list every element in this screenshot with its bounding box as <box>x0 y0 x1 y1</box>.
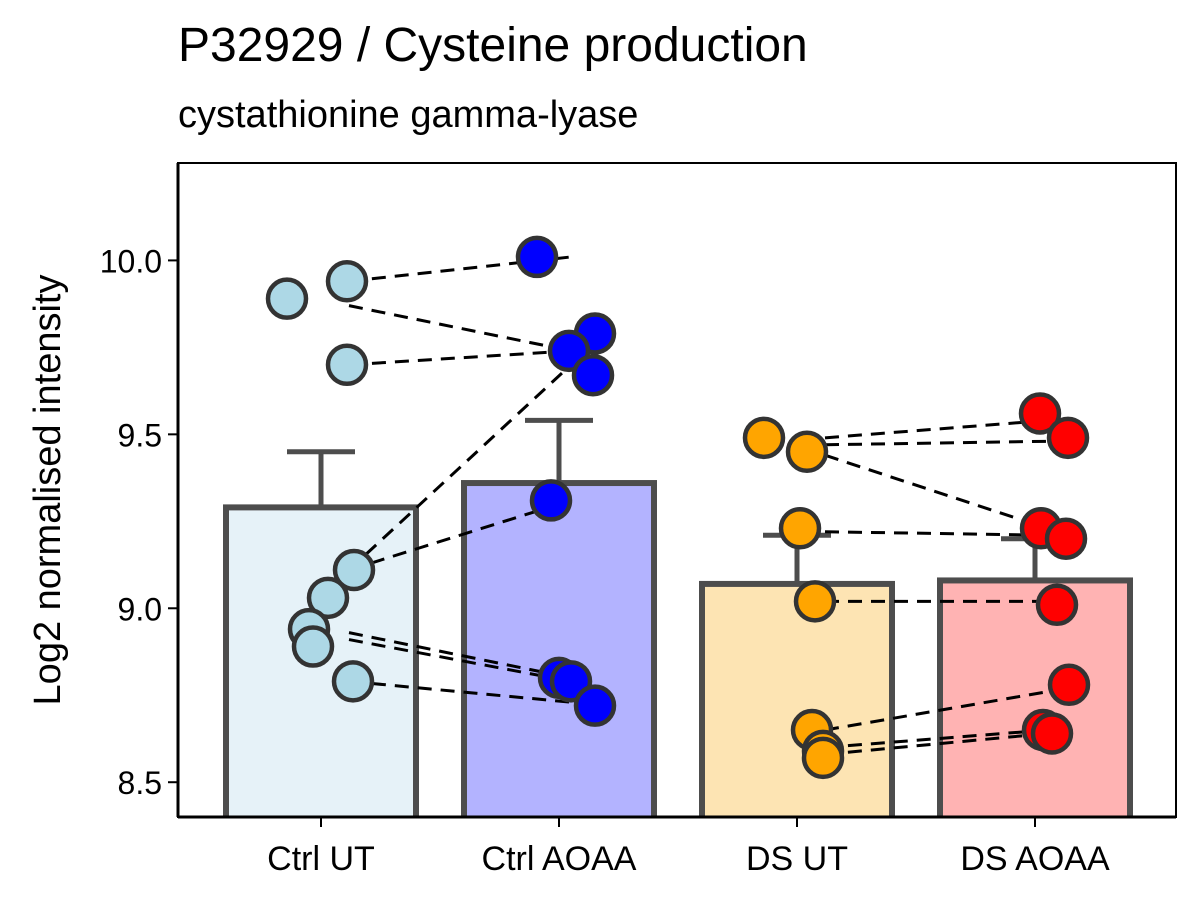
pair-line <box>348 349 572 367</box>
y-tick-label: 9.5 <box>118 417 162 453</box>
bar <box>937 577 1133 831</box>
data-point <box>1046 416 1090 460</box>
pair-line <box>824 418 1048 440</box>
pair-line <box>824 690 1048 732</box>
x-tick-label: Ctrl AOAA <box>482 840 637 878</box>
pair-line <box>824 530 1048 537</box>
y-tick-label: 9.0 <box>118 591 162 627</box>
axis-mask <box>176 818 1180 834</box>
data-point <box>325 343 369 387</box>
pair-line <box>824 439 1048 447</box>
data-point <box>785 430 829 473</box>
data-point <box>529 479 573 522</box>
data-point <box>1030 712 1074 755</box>
data-point <box>332 548 376 592</box>
bar <box>461 480 657 830</box>
pair-line <box>347 363 573 572</box>
chart-subtitle: cystathionine gamma-lyase <box>178 94 639 136</box>
x-tick-label: DS UT <box>746 840 848 878</box>
data-point <box>1044 517 1088 560</box>
data-point <box>571 353 615 397</box>
pair-line <box>348 631 572 680</box>
pair-line <box>824 732 1048 756</box>
bar <box>699 580 895 830</box>
data-point <box>793 580 837 623</box>
data-point <box>573 684 617 727</box>
data-point <box>291 625 335 668</box>
data-point <box>742 416 786 460</box>
y-tick-label: 10.0 <box>100 243 162 279</box>
data-point <box>1047 663 1091 707</box>
pair-line <box>348 679 572 704</box>
y-axis-label: Log2 normalised intensity <box>27 275 69 706</box>
pair-line <box>348 638 572 683</box>
data-point <box>1035 583 1079 627</box>
y-tick-label: 8.5 <box>118 765 162 801</box>
x-tick-label: Ctrl UT <box>267 840 375 878</box>
pair-line <box>824 728 1048 749</box>
data-point <box>1018 392 1062 435</box>
bar <box>223 504 419 830</box>
data-point <box>325 260 369 303</box>
data-point <box>265 277 309 320</box>
chart-title: P32929 / Cysteine production <box>178 19 808 72</box>
data-point <box>778 507 822 550</box>
x-tick-label: DS AOAA <box>960 840 1110 878</box>
data-point <box>515 235 559 279</box>
pair-line <box>824 453 1048 530</box>
data-point <box>331 660 375 703</box>
pair-line <box>348 304 572 353</box>
data-point <box>306 576 350 620</box>
data-point <box>801 736 845 780</box>
